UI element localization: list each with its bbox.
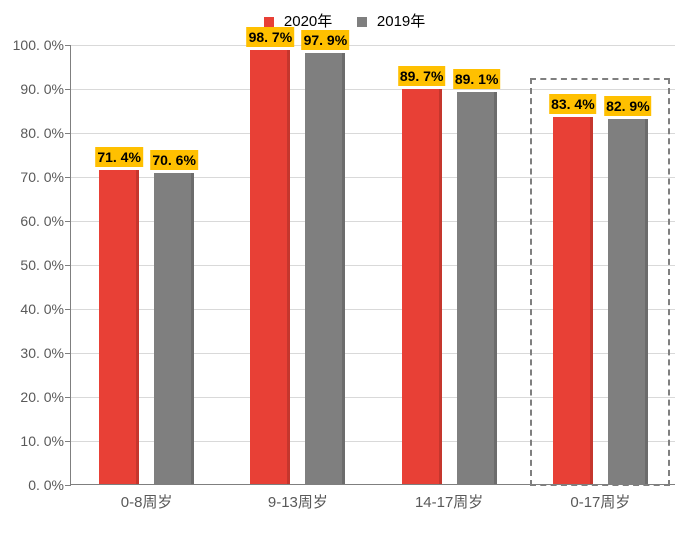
bar	[402, 89, 442, 484]
legend-item-2019: 2019年	[357, 10, 426, 31]
bar	[457, 92, 497, 484]
y-axis-label: 10. 0%	[9, 433, 64, 449]
y-axis-label: 100. 0%	[9, 37, 64, 53]
plot-area: 0. 0%10. 0%20. 0%30. 0%40. 0%50. 0%60. 0…	[70, 45, 675, 485]
legend-label-2019: 2019年	[377, 13, 425, 30]
y-axis-label: 90. 0%	[9, 81, 64, 97]
bar-group: 83. 4%82. 9%0-17周岁	[525, 45, 676, 484]
bar-group: 71. 4%70. 6%0-8周岁	[71, 45, 222, 484]
y-axis-label: 80. 0%	[9, 125, 64, 141]
x-axis-label: 14-17周岁	[374, 491, 525, 512]
x-axis-label: 0-17周岁	[525, 491, 676, 512]
legend-swatch-2019	[357, 17, 367, 27]
y-axis-label: 60. 0%	[9, 213, 64, 229]
bar	[305, 53, 345, 484]
data-label: 82. 9%	[604, 96, 652, 116]
y-axis-label: 70. 0%	[9, 169, 64, 185]
y-axis-label: 50. 0%	[9, 257, 64, 273]
bar	[250, 50, 290, 484]
y-axis-label: 0. 0%	[9, 477, 64, 493]
bar	[99, 170, 139, 484]
x-axis-label: 0-8周岁	[71, 491, 222, 512]
legend-swatch-2020	[264, 17, 274, 27]
data-label: 83. 4%	[549, 94, 597, 114]
bar	[553, 117, 593, 484]
y-axis-label: 20. 0%	[9, 389, 64, 405]
data-label: 89. 1%	[453, 69, 501, 89]
legend: 2020年 2019年	[0, 10, 689, 31]
data-label: 97. 9%	[302, 30, 350, 50]
bar	[608, 119, 648, 484]
y-tick	[65, 485, 71, 486]
chart-container: 2020年 2019年 0. 0%10. 0%20. 0%30. 0%40. 0…	[0, 0, 689, 536]
data-label: 89. 7%	[398, 66, 446, 86]
y-axis-label: 40. 0%	[9, 301, 64, 317]
bar-group: 89. 7%89. 1%14-17周岁	[374, 45, 525, 484]
y-axis-label: 30. 0%	[9, 345, 64, 361]
bar	[154, 173, 194, 484]
data-label: 98. 7%	[247, 27, 295, 47]
data-label: 71. 4%	[95, 147, 143, 167]
data-label: 70. 6%	[150, 150, 198, 170]
bar-group: 98. 7%97. 9%9-13周岁	[222, 45, 373, 484]
x-axis-label: 9-13周岁	[222, 491, 373, 512]
